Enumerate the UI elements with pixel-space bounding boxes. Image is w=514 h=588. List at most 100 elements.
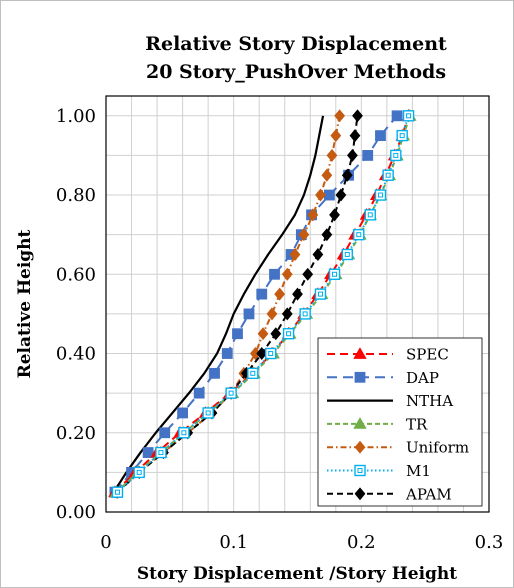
data-point-m1 <box>225 387 237 399</box>
x-tick-label: 0 <box>100 532 111 553</box>
data-point-uniform <box>289 248 301 261</box>
x-tick-label: 0.2 <box>347 532 376 553</box>
marker-inner <box>406 113 412 119</box>
data-point-apam <box>347 148 358 162</box>
marker-outer <box>390 149 402 162</box>
data-point-uniform <box>334 109 346 123</box>
legend-label-tr: TR <box>406 415 428 433</box>
data-point-apam <box>335 188 347 202</box>
marker-inner <box>377 192 383 198</box>
legend-label-dap: DAP <box>406 369 439 387</box>
marker-inner <box>302 311 308 317</box>
data-point-uniform <box>281 267 293 281</box>
data-point-apam <box>321 228 333 242</box>
legend-item-apam: APAM <box>327 485 452 503</box>
data-point-apam <box>270 327 282 341</box>
data-point-m1 <box>402 110 415 122</box>
data-point-m1 <box>264 347 277 360</box>
data-point-dap <box>324 189 335 201</box>
series-ntha <box>112 115 325 493</box>
data-point-dap <box>269 268 280 280</box>
marker-inner <box>367 212 373 218</box>
data-point-m1 <box>382 169 394 181</box>
legend-label-apam: APAM <box>405 485 452 503</box>
marker-outer <box>328 268 341 280</box>
x-axis-label: Story Displacement /Story Height <box>137 564 457 584</box>
chart-title-line2: 20 Story_PushOver Methods <box>146 61 446 83</box>
data-point-m1 <box>133 466 145 479</box>
legend-item-m1: M1 <box>327 462 431 480</box>
plot-area-border <box>105 95 490 513</box>
data-point-apam <box>302 267 314 281</box>
legend-marker-tr <box>353 417 367 429</box>
legend-box <box>317 337 483 507</box>
marker-outer <box>282 328 295 340</box>
legend-label-spec: SPEC <box>406 346 449 364</box>
data-point-apam <box>292 287 303 301</box>
marker-inner <box>158 450 164 456</box>
grid-lines <box>106 96 489 512</box>
data-point-dap <box>193 387 205 399</box>
marker-outer <box>341 248 353 261</box>
data-point-dap <box>256 288 268 300</box>
marker-outer <box>354 464 366 477</box>
marker-inner <box>250 370 256 376</box>
data-point-uniform <box>257 327 269 341</box>
series-m1 <box>111 110 415 498</box>
data-point-m1 <box>364 209 376 221</box>
marker-outer <box>299 308 311 320</box>
data-point-m1 <box>178 427 190 439</box>
legend-marker-spec <box>353 347 367 359</box>
data-point-m1 <box>314 288 327 300</box>
data-point-uniform <box>307 208 319 222</box>
marker-outer <box>396 129 408 142</box>
data-point-m1 <box>353 228 365 241</box>
data-point-m1 <box>374 189 387 201</box>
data-point-dap <box>375 130 386 142</box>
legend-marker-apam <box>354 487 366 501</box>
marker-outer <box>364 209 376 221</box>
legend-item-dap: DAP <box>327 369 439 387</box>
legend-marker-dap <box>354 371 366 383</box>
chart-title-line1: Relative Story Displacement <box>145 33 447 55</box>
data-point-dap <box>209 367 220 379</box>
marker-inner <box>344 251 350 257</box>
y-tick-label: 0.80 <box>56 185 96 206</box>
data-point-uniform <box>326 148 338 162</box>
data-point-uniform <box>274 287 286 301</box>
legend-label-ntha: NTHA <box>406 392 453 410</box>
data-point-dap <box>232 328 243 340</box>
y-tick-label: 0.00 <box>56 502 96 523</box>
legend-label-uniform: Uniform <box>406 439 469 457</box>
marker-inner <box>268 351 274 357</box>
series-line-ntha <box>112 115 325 493</box>
data-point-apam <box>329 208 340 222</box>
marker-outer <box>225 387 237 399</box>
marker-inner <box>136 469 142 475</box>
marker-outer <box>382 169 394 181</box>
data-point-uniform <box>315 188 326 202</box>
series-layer <box>108 109 417 499</box>
data-point-uniform <box>266 307 278 321</box>
data-point-m1 <box>155 446 167 459</box>
marker-inner <box>357 468 363 473</box>
legend-label-m1: M1 <box>406 462 431 480</box>
data-point-m1 <box>247 367 259 380</box>
marker-outer <box>178 427 190 439</box>
legend-marker-uniform <box>354 440 366 454</box>
data-point-dap <box>221 348 233 359</box>
marker-outer <box>402 110 415 122</box>
data-point-dap <box>142 447 154 458</box>
legend-item-tr: TR <box>327 415 428 433</box>
marker-inner <box>228 390 234 396</box>
marker-inner <box>317 291 323 297</box>
data-point-uniform <box>298 228 310 242</box>
tick-labels: 0 0.1 0.2 0.3 0.00 0.20 0.40 0.60 0.80 1.00 <box>56 106 503 553</box>
marker-inner <box>205 410 211 416</box>
data-point-uniform <box>330 129 342 143</box>
y-tick-label: 0.40 <box>56 344 96 365</box>
marker-outer <box>202 407 214 419</box>
x-tick-label: 0.3 <box>475 532 504 553</box>
data-point-m1 <box>341 248 353 261</box>
